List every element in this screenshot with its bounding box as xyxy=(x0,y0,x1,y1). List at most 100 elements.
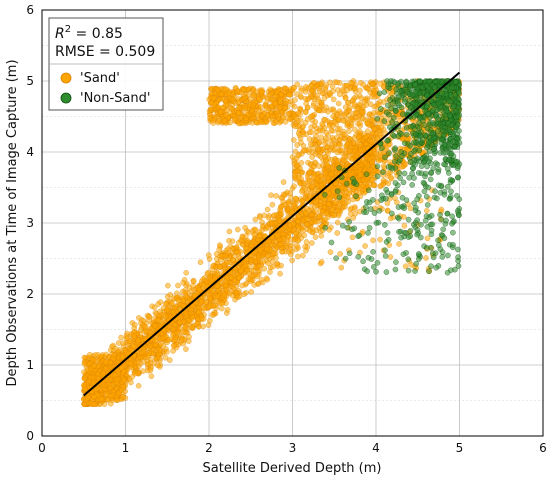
data-point xyxy=(81,369,87,375)
data-point xyxy=(222,253,229,259)
data-point xyxy=(126,338,133,345)
data-point xyxy=(344,140,351,147)
data-point xyxy=(166,357,173,363)
data-point xyxy=(374,135,381,141)
data-point xyxy=(371,125,377,132)
data-point xyxy=(298,87,305,94)
data-point xyxy=(151,304,158,311)
data-point xyxy=(146,314,152,320)
data-point xyxy=(115,354,122,361)
data-point xyxy=(353,109,359,116)
data-point xyxy=(357,172,364,178)
data-point xyxy=(231,285,237,292)
data-point xyxy=(352,85,359,92)
data-point xyxy=(120,377,127,383)
data-point xyxy=(91,394,97,400)
data-point xyxy=(210,263,216,269)
data-point xyxy=(322,169,329,176)
data-point xyxy=(321,95,328,101)
data-point xyxy=(334,207,341,214)
data-point xyxy=(259,113,265,119)
data-point xyxy=(255,281,261,287)
data-point xyxy=(292,148,299,155)
data-point xyxy=(330,96,337,103)
data-point xyxy=(326,191,333,197)
data-point xyxy=(250,87,257,94)
data-point xyxy=(222,112,229,118)
data-point xyxy=(254,273,261,280)
data-point xyxy=(385,84,391,90)
data-point xyxy=(130,343,137,350)
data-point xyxy=(97,396,104,403)
data-point xyxy=(180,279,187,286)
data-point xyxy=(180,329,187,335)
data-point xyxy=(351,205,358,212)
data-point xyxy=(195,323,202,330)
data-point xyxy=(307,192,313,199)
data-point xyxy=(384,200,391,207)
data-point xyxy=(249,107,255,114)
data-point xyxy=(368,138,375,145)
data-point xyxy=(152,338,159,344)
data-point xyxy=(271,250,277,256)
data-point xyxy=(322,84,329,91)
data-point xyxy=(205,269,211,276)
data-point xyxy=(278,91,284,98)
data-point xyxy=(262,102,269,109)
data-point xyxy=(214,293,221,300)
data-point xyxy=(241,291,247,298)
data-point xyxy=(182,324,189,331)
data-point xyxy=(342,95,349,101)
data-point xyxy=(304,221,310,228)
data-point xyxy=(198,299,205,305)
data-point xyxy=(334,219,341,226)
data-point xyxy=(334,79,340,86)
data-point xyxy=(322,216,328,223)
data-point xyxy=(201,305,207,312)
data-point xyxy=(244,244,250,251)
data-point xyxy=(309,183,315,190)
data-point xyxy=(196,287,203,293)
data-point xyxy=(318,232,325,239)
data-point xyxy=(276,217,283,224)
data-point xyxy=(171,343,177,349)
data-point xyxy=(381,89,388,96)
data-point xyxy=(294,162,301,169)
data-point xyxy=(167,291,174,298)
data-point xyxy=(328,171,335,178)
data-point xyxy=(225,90,232,97)
data-point xyxy=(267,269,273,275)
data-point xyxy=(318,259,325,265)
data-point xyxy=(224,306,231,313)
data-point xyxy=(308,93,314,100)
data-point xyxy=(334,230,341,236)
data-point xyxy=(328,127,335,134)
data-point xyxy=(345,198,352,205)
data-point xyxy=(235,274,242,281)
data-point xyxy=(381,162,387,169)
data-point xyxy=(346,188,353,195)
data-point xyxy=(293,115,300,122)
data-point xyxy=(269,201,276,208)
data-point xyxy=(259,219,265,225)
data-point xyxy=(216,117,223,124)
data-point xyxy=(98,353,104,360)
data-point xyxy=(90,374,97,380)
data-point xyxy=(241,86,247,93)
data-point xyxy=(281,192,288,199)
data-point xyxy=(295,218,301,224)
data-point xyxy=(140,348,147,355)
data-point xyxy=(370,182,377,189)
data-point xyxy=(177,319,183,326)
data-point xyxy=(244,267,250,274)
data-point xyxy=(180,340,187,347)
data-point xyxy=(277,270,283,277)
data-point xyxy=(344,120,351,127)
data-point xyxy=(264,276,271,283)
data-point xyxy=(351,126,358,133)
data-point xyxy=(293,230,299,237)
data-point xyxy=(319,90,326,97)
data-point xyxy=(161,311,167,318)
data-point xyxy=(331,212,337,218)
data-point xyxy=(112,372,118,379)
